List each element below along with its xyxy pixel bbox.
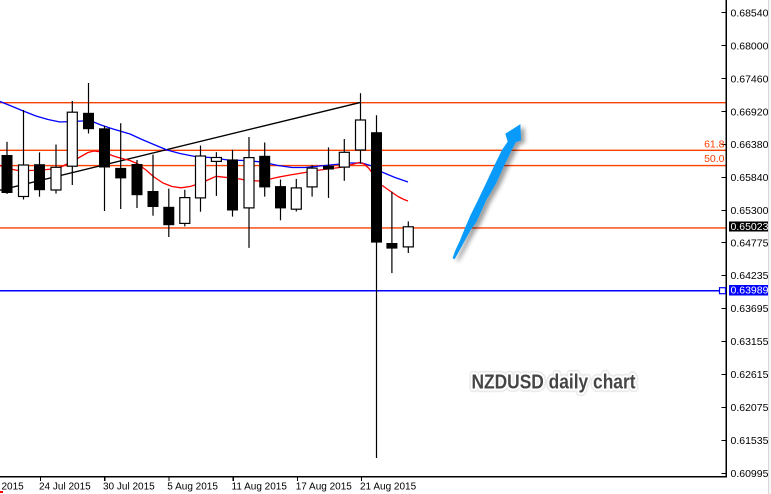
svg-text:0.64235: 0.64235 — [731, 270, 769, 282]
svg-text:0.62075: 0.62075 — [731, 402, 769, 414]
svg-text:0.67460: 0.67460 — [731, 73, 769, 85]
svg-text:0.68000: 0.68000 — [731, 40, 769, 52]
svg-text:NZDUSD daily chart: NZDUSD daily chart — [472, 371, 636, 393]
svg-text:0.66920: 0.66920 — [731, 106, 769, 118]
svg-text:17 Aug 2015: 17 Aug 2015 — [296, 482, 353, 493]
svg-text:NZDUSD daily chart: NZDUSD daily chart — [472, 371, 636, 393]
svg-text:0.65840: 0.65840 — [731, 172, 769, 184]
svg-text:0.63695: 0.63695 — [731, 303, 769, 315]
svg-text:2015: 2015 — [2, 482, 25, 493]
svg-text:0.63989: 0.63989 — [731, 284, 769, 296]
svg-text:50.0: 50.0 — [704, 153, 725, 165]
svg-text:0.65300: 0.65300 — [731, 205, 769, 217]
svg-text:0.64775: 0.64775 — [731, 237, 769, 249]
svg-text:0.68540: 0.68540 — [731, 7, 769, 19]
svg-text:0.66380: 0.66380 — [731, 139, 769, 151]
svg-text:5 Aug 2015: 5 Aug 2015 — [167, 482, 218, 493]
svg-text:0.60995: 0.60995 — [731, 468, 769, 480]
svg-text:0.65023: 0.65023 — [731, 221, 769, 233]
svg-text:24 Jul 2015: 24 Jul 2015 — [39, 482, 91, 493]
svg-text:11 Aug 2015: 11 Aug 2015 — [232, 482, 288, 493]
svg-text:0.63155: 0.63155 — [731, 336, 769, 348]
svg-text:30 Jul 2015: 30 Jul 2015 — [103, 482, 155, 493]
svg-text:21 Aug 2015: 21 Aug 2015 — [360, 482, 417, 493]
svg-text:0.62615: 0.62615 — [731, 369, 769, 381]
svg-text:NZDUSD daily chart: NZDUSD daily chart — [472, 371, 636, 393]
svg-text:61.8: 61.8 — [704, 138, 725, 150]
svg-text:0.61535: 0.61535 — [731, 435, 769, 447]
